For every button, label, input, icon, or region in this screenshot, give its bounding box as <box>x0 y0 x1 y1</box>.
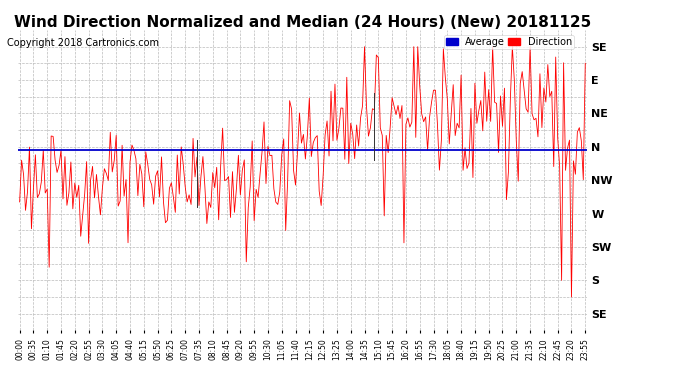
Text: Copyright 2018 Cartronics.com: Copyright 2018 Cartronics.com <box>7 38 159 48</box>
Title: Wind Direction Normalized and Median (24 Hours) (New) 20181125: Wind Direction Normalized and Median (24… <box>14 15 591 30</box>
Legend: Average, Direction: Average, Direction <box>444 35 574 49</box>
